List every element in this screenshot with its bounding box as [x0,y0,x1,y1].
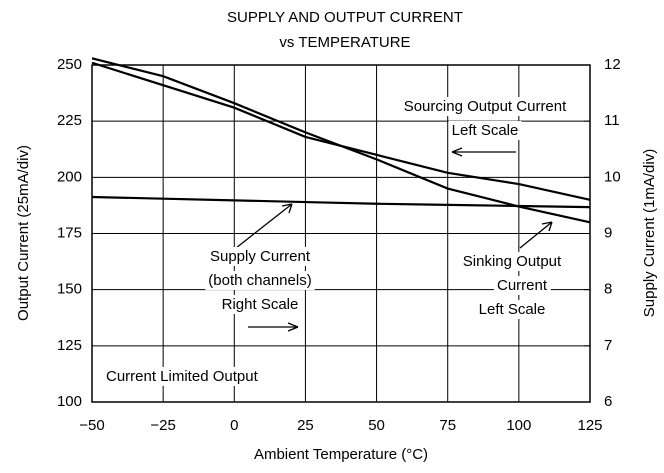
annotation-bg [475,299,549,319]
y2-tick-label: 8 [604,281,612,298]
chart-subtitle: vs TEMPERATURE [279,34,410,51]
annotation: Left Scale [479,301,546,318]
x-tick-label: −50 [79,417,104,434]
arrow [235,203,293,249]
annotation: Right Scale [222,296,299,313]
arrow [248,322,299,332]
annotation-bg [448,120,522,140]
y2-tick-label: 12 [604,56,621,73]
annotation: Sinking Output [463,253,562,270]
annotation: Supply Current [210,248,311,265]
y2-tick-label: 10 [604,168,621,185]
x-axis-label: Ambient Temperature (°C) [254,446,428,463]
arrow [519,221,553,249]
x-tick-label: 50 [368,417,385,434]
y2-axis-label: Supply Current (1mA/div) [641,149,658,317]
x-tick-label: −25 [150,417,175,434]
y-tick-label: 150 [57,281,82,298]
annotation-bg [103,366,262,386]
x-tick-label: 25 [297,417,314,434]
chart-title: SUPPLY AND OUTPUT CURRENT [227,9,463,26]
y-tick-label: 225 [57,112,82,129]
y-tick-label: 125 [57,337,82,354]
annotation-bg [205,270,315,290]
annotation-bg [493,275,551,295]
annotation-bg [459,251,566,271]
x-tick-label: 0 [230,417,238,434]
annotation: (both channels) [208,272,311,289]
annotation-bg [400,96,571,116]
annotation: Current [497,277,548,294]
y-tick-label: 100 [57,393,82,410]
annotation-bg [206,246,314,266]
y2-tick-label: 7 [604,337,612,354]
x-tick-label: 125 [577,417,602,434]
arrow [451,147,516,157]
annotation: Sourcing Output Current [404,98,567,115]
annotation: Left Scale [452,122,519,139]
y-tick-label: 250 [57,56,82,73]
x-tick-label: 100 [506,417,531,434]
y-axis-label: Output Current (25mA/div) [15,145,32,321]
series-line [91,195,591,209]
series-line [91,57,591,224]
y2-tick-label: 6 [604,393,612,410]
y-tick-label: 200 [57,168,82,185]
annotation-bg [218,294,302,314]
x-tick-label: 75 [439,417,456,434]
annotation: Current Limited Output [106,368,259,385]
y-tick-label: 175 [57,224,82,241]
y2-tick-label: 9 [604,224,612,241]
plot-frame [91,64,591,403]
y2-tick-label: 11 [604,112,620,129]
